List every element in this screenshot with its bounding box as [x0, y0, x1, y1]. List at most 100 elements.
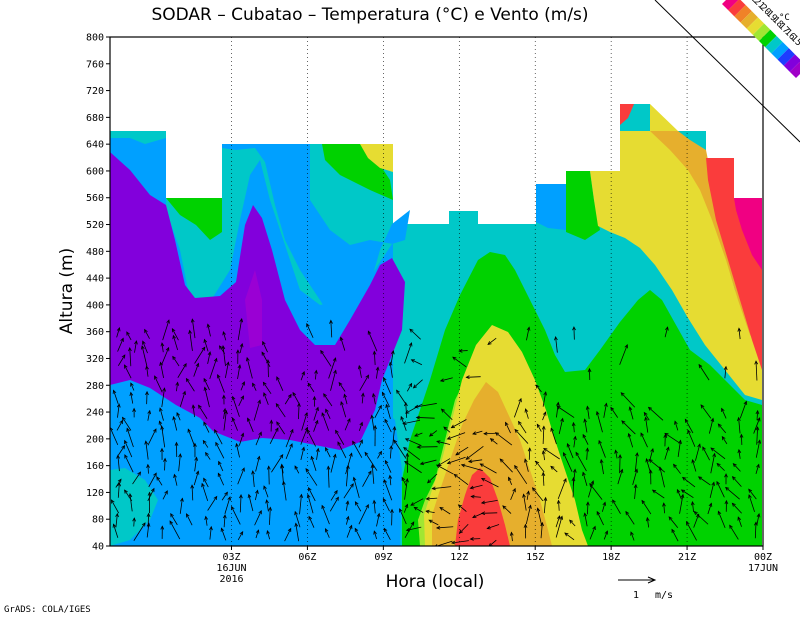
wind-arrow: [284, 528, 292, 542]
wind-arrow: [313, 407, 319, 421]
wind-arrow: [698, 364, 710, 381]
wind-arrow-head: [294, 510, 298, 516]
wind-arrow: [383, 377, 392, 395]
wind-arrow: [335, 430, 345, 445]
wind-arrow: [615, 450, 618, 459]
wind-arrow: [426, 510, 435, 514]
wind-arrow-head: [651, 489, 657, 494]
wind-arrow: [361, 393, 364, 404]
wind-arrow: [536, 424, 542, 432]
wind-arrow: [490, 438, 498, 445]
wind-arrow-head: [505, 421, 509, 426]
y-tick-label: 600: [86, 166, 104, 177]
x-tick-year: 2016: [219, 574, 243, 585]
wind-arrow: [352, 441, 363, 458]
wind-arrow-head: [289, 443, 293, 448]
wind-arrow: [664, 432, 682, 445]
wind-arrow-head: [711, 481, 716, 486]
x-tick-label: 06Z: [298, 552, 316, 563]
wind-arrow: [389, 362, 393, 378]
wind-arrow-head: [643, 411, 648, 417]
wind-arrow: [141, 345, 148, 367]
wind-arrow-head: [173, 473, 177, 479]
wind-arrow-head: [612, 499, 616, 504]
wind-arrow: [702, 446, 710, 461]
wind-arrow: [471, 496, 481, 498]
wind-arrow-head: [329, 319, 333, 324]
wind-arrow-head: [121, 444, 126, 450]
colorbar-swatch: [740, 11, 758, 29]
wind-arrow: [414, 506, 424, 513]
wind-arrow: [321, 412, 330, 431]
wind-arrow-head: [222, 330, 226, 336]
wind-arrow-head: [383, 376, 387, 382]
wind-arrow: [693, 514, 700, 528]
wind-arrow: [237, 365, 241, 379]
wind-arrow: [344, 418, 351, 431]
wind-arrow-head: [671, 528, 676, 533]
wind-arrow: [558, 418, 564, 435]
wind-arrow: [240, 381, 245, 391]
wind-arrow: [646, 458, 651, 473]
y-tick-label: 320: [86, 354, 104, 365]
wind-arrow-head: [257, 399, 261, 404]
wind-arrow-head: [262, 340, 266, 346]
wind-arrow: [514, 465, 528, 485]
wind-arrow: [550, 466, 558, 473]
wind-arrow-head: [700, 404, 705, 409]
wind-arrow-head: [348, 524, 353, 530]
colorbar-swatch: [789, 61, 800, 78]
wind-arrow: [472, 512, 484, 518]
wind-arrow: [232, 396, 240, 417]
wind-arrow-head: [321, 504, 325, 510]
wind-arrow: [172, 356, 180, 367]
wind-arrow: [126, 331, 132, 341]
wind-arrow-head: [160, 525, 165, 530]
wind-arrow: [147, 464, 149, 474]
wind-arrow: [487, 524, 500, 529]
wind-arrow-head: [239, 530, 244, 536]
wind-arrow-head: [610, 406, 615, 412]
wind-arrow: [709, 482, 715, 498]
wind-arrow: [207, 324, 211, 337]
wind-arrow-head: [614, 449, 618, 454]
wind-arrow: [755, 440, 761, 458]
wind-arrow: [733, 463, 741, 472]
wind-arrow: [179, 498, 183, 514]
wind-arrow-head: [598, 439, 602, 445]
y-tick-label: 160: [86, 461, 104, 472]
wind-arrow: [645, 417, 649, 433]
wind-arrow-head: [710, 417, 715, 422]
wind-arrow-head: [691, 458, 696, 464]
wind-arrow: [582, 472, 588, 487]
wind-arrow-head: [350, 483, 354, 488]
wind-arrow: [634, 452, 638, 472]
wind-arrow-head: [240, 395, 244, 400]
wind-arrow-head: [569, 519, 574, 524]
wind-arrow-head: [235, 442, 239, 448]
wind-arrow: [596, 511, 604, 526]
wind-arrow-head: [737, 327, 742, 332]
wind-arrow-head: [472, 514, 477, 519]
wind-arrow-head: [425, 509, 430, 514]
wind-arrow-head: [650, 447, 654, 453]
wind-arrow-head: [402, 421, 407, 425]
wind-arrow-head: [604, 402, 608, 407]
wind-arrow: [346, 525, 353, 538]
wind-arrow: [396, 390, 407, 405]
wind-arrow: [558, 500, 560, 511]
wind-arrow-head: [367, 330, 372, 335]
x-tick-label: 03Z: [222, 552, 240, 563]
wind-arrow: [382, 498, 390, 512]
colorbar-swatch: [722, 0, 739, 11]
wind-arrow: [649, 448, 654, 461]
wind-arrow-head: [458, 348, 463, 353]
wind-arrow-head: [697, 476, 703, 481]
wind-arrow-head: [265, 499, 269, 504]
wind-arrow-head: [693, 511, 698, 516]
wind-arrow-head: [721, 407, 725, 412]
wind-arrow-head: [352, 440, 356, 445]
wind-arrow-head: [204, 515, 209, 520]
wind-arrow: [584, 419, 588, 433]
wind-arrow-head: [160, 342, 165, 347]
